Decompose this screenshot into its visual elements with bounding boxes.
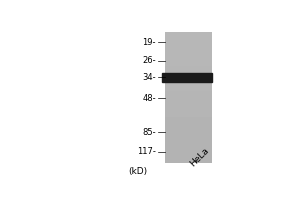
- Bar: [162, 73, 212, 82]
- Text: HeLa: HeLa: [189, 146, 211, 169]
- Text: 19-: 19-: [142, 38, 156, 47]
- Text: 85-: 85-: [142, 128, 156, 137]
- Text: 117-: 117-: [137, 147, 156, 156]
- Text: 34-: 34-: [142, 73, 156, 82]
- Text: 48-: 48-: [142, 94, 156, 103]
- Text: 26-: 26-: [142, 56, 156, 65]
- Text: (kD): (kD): [128, 167, 147, 176]
